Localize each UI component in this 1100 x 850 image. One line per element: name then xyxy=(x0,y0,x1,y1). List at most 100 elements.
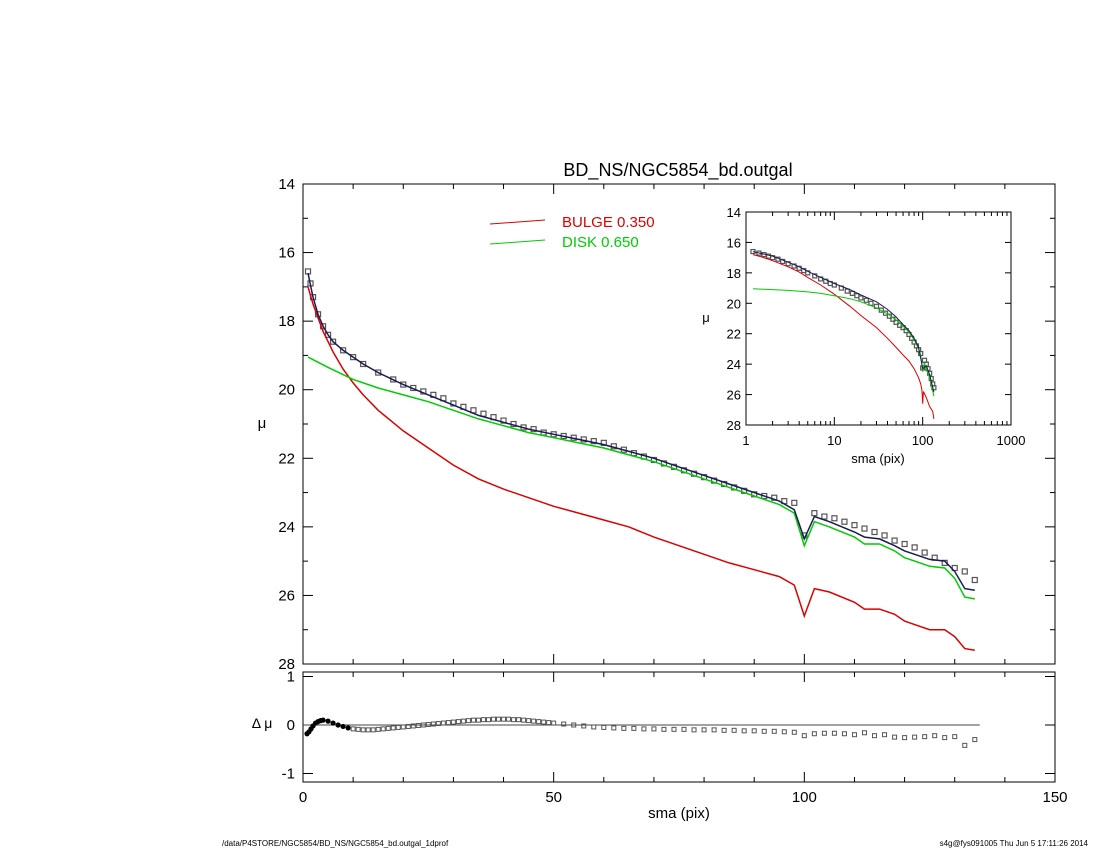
residual-point xyxy=(591,724,597,730)
inset-observed-point xyxy=(844,288,850,294)
residual-point xyxy=(811,731,817,737)
main-y-tick-label: 18 xyxy=(278,313,295,330)
residual-point xyxy=(912,734,918,740)
residual-point xyxy=(821,730,827,736)
residual-point xyxy=(475,717,481,723)
residual-point xyxy=(440,720,446,726)
residual-point xyxy=(420,722,426,728)
residual-point xyxy=(470,717,476,723)
legend-swatch xyxy=(489,219,546,225)
main-series-layer xyxy=(304,268,978,652)
legend-entry: DISK 0.650 xyxy=(562,234,639,251)
residual-point xyxy=(902,735,908,741)
main-observed-point xyxy=(390,376,397,383)
residual-point xyxy=(405,723,411,729)
residual-point xyxy=(455,719,461,725)
residual-point xyxy=(375,726,381,732)
main-observed-point xyxy=(360,360,367,368)
main-observed-point xyxy=(771,494,778,501)
residual-x-tick-label: 100 xyxy=(792,789,817,806)
residual-point xyxy=(340,723,346,730)
residual-point xyxy=(395,724,401,730)
main-y-tick-label: 16 xyxy=(278,245,295,262)
residual-point xyxy=(450,719,456,725)
residual-point xyxy=(551,720,557,726)
residual-x-axis: 0 50 100 150 xyxy=(299,672,1068,806)
residual-point xyxy=(631,725,637,731)
residual-point xyxy=(511,717,517,723)
main-x-ticks xyxy=(302,184,1056,664)
main-observed-point xyxy=(590,438,597,445)
residual-point xyxy=(861,730,867,736)
residual-point xyxy=(571,722,577,728)
residual-point xyxy=(882,732,888,738)
legend-entry: BULGE 0.350 xyxy=(562,214,655,231)
inset-observed-point xyxy=(854,293,860,299)
residual-point xyxy=(445,720,451,726)
residual-point xyxy=(501,716,507,722)
main-observed-point xyxy=(375,369,382,376)
residual-point xyxy=(355,726,361,732)
residual-point xyxy=(325,718,331,724)
residual-point xyxy=(952,734,958,740)
residual-point xyxy=(932,733,938,739)
main-y-tick-label: 24 xyxy=(278,519,295,536)
main-observed-point xyxy=(791,499,798,506)
residual-point xyxy=(601,724,607,730)
main-observed-point xyxy=(911,544,918,551)
residual-point xyxy=(330,720,336,726)
inset-x-axis: 1 10 100 1000 xyxy=(742,212,1025,448)
residual-point xyxy=(711,727,717,733)
residual-point xyxy=(801,733,807,739)
inset-observed-point xyxy=(878,307,884,313)
residual-point xyxy=(345,725,351,731)
residual-point xyxy=(781,729,787,735)
residual-point xyxy=(425,722,431,728)
main-observed-point xyxy=(971,576,978,584)
residual-point xyxy=(536,719,542,725)
main-y-tick-label: 20 xyxy=(278,382,295,399)
chart-title: BD_NS/NGC5854_bd.outgal xyxy=(563,160,792,181)
residual-point xyxy=(611,725,617,731)
residual-point xyxy=(841,731,847,737)
inset-y-tick-label: 28 xyxy=(727,418,741,433)
inset-y-tick-label: 20 xyxy=(727,296,741,311)
residual-point xyxy=(380,726,386,732)
inset-y-tick-label: 26 xyxy=(727,388,741,403)
residual-point xyxy=(681,726,687,732)
main-observed-point xyxy=(340,347,347,354)
inset-bulge-line xyxy=(752,254,935,419)
residual-point xyxy=(691,727,697,733)
residual-point xyxy=(491,716,497,722)
residual-point xyxy=(581,723,587,729)
residual-point xyxy=(671,726,677,732)
inset-x-axis-label: sma (pix) xyxy=(851,451,904,466)
residual-y-tick-label: 1 xyxy=(287,669,295,686)
main-y-tick-label: 28 xyxy=(278,656,295,673)
legend-swatch xyxy=(489,239,546,245)
main-y-tick-label: 22 xyxy=(278,450,295,467)
main-observed-point xyxy=(821,513,828,520)
residual-point xyxy=(962,742,968,748)
main-observed-point xyxy=(329,338,337,345)
inset-plot-frame xyxy=(745,211,1012,426)
residual-point xyxy=(485,717,491,723)
residual-point xyxy=(892,734,898,740)
inset-y-tick-label: 24 xyxy=(727,357,741,372)
residual-point xyxy=(320,717,326,723)
residual-point xyxy=(526,718,532,724)
main-y-tick-label: 26 xyxy=(278,587,295,604)
residual-panel: -101 0 50 100 150 Δ μ sma (pix) xyxy=(252,669,1068,823)
inset-x-tick-label: 1 xyxy=(742,433,749,448)
main-disk-line xyxy=(307,356,975,600)
residual-point xyxy=(435,721,441,727)
inset-y-tick-label: 22 xyxy=(727,327,741,342)
residual-y-tick-label: -1 xyxy=(282,766,295,783)
residual-point xyxy=(922,734,928,740)
residual-point xyxy=(541,719,547,725)
inset-observed-point xyxy=(863,297,869,303)
residual-point xyxy=(400,724,406,730)
residual-point xyxy=(465,718,471,724)
residual-point xyxy=(651,726,657,732)
